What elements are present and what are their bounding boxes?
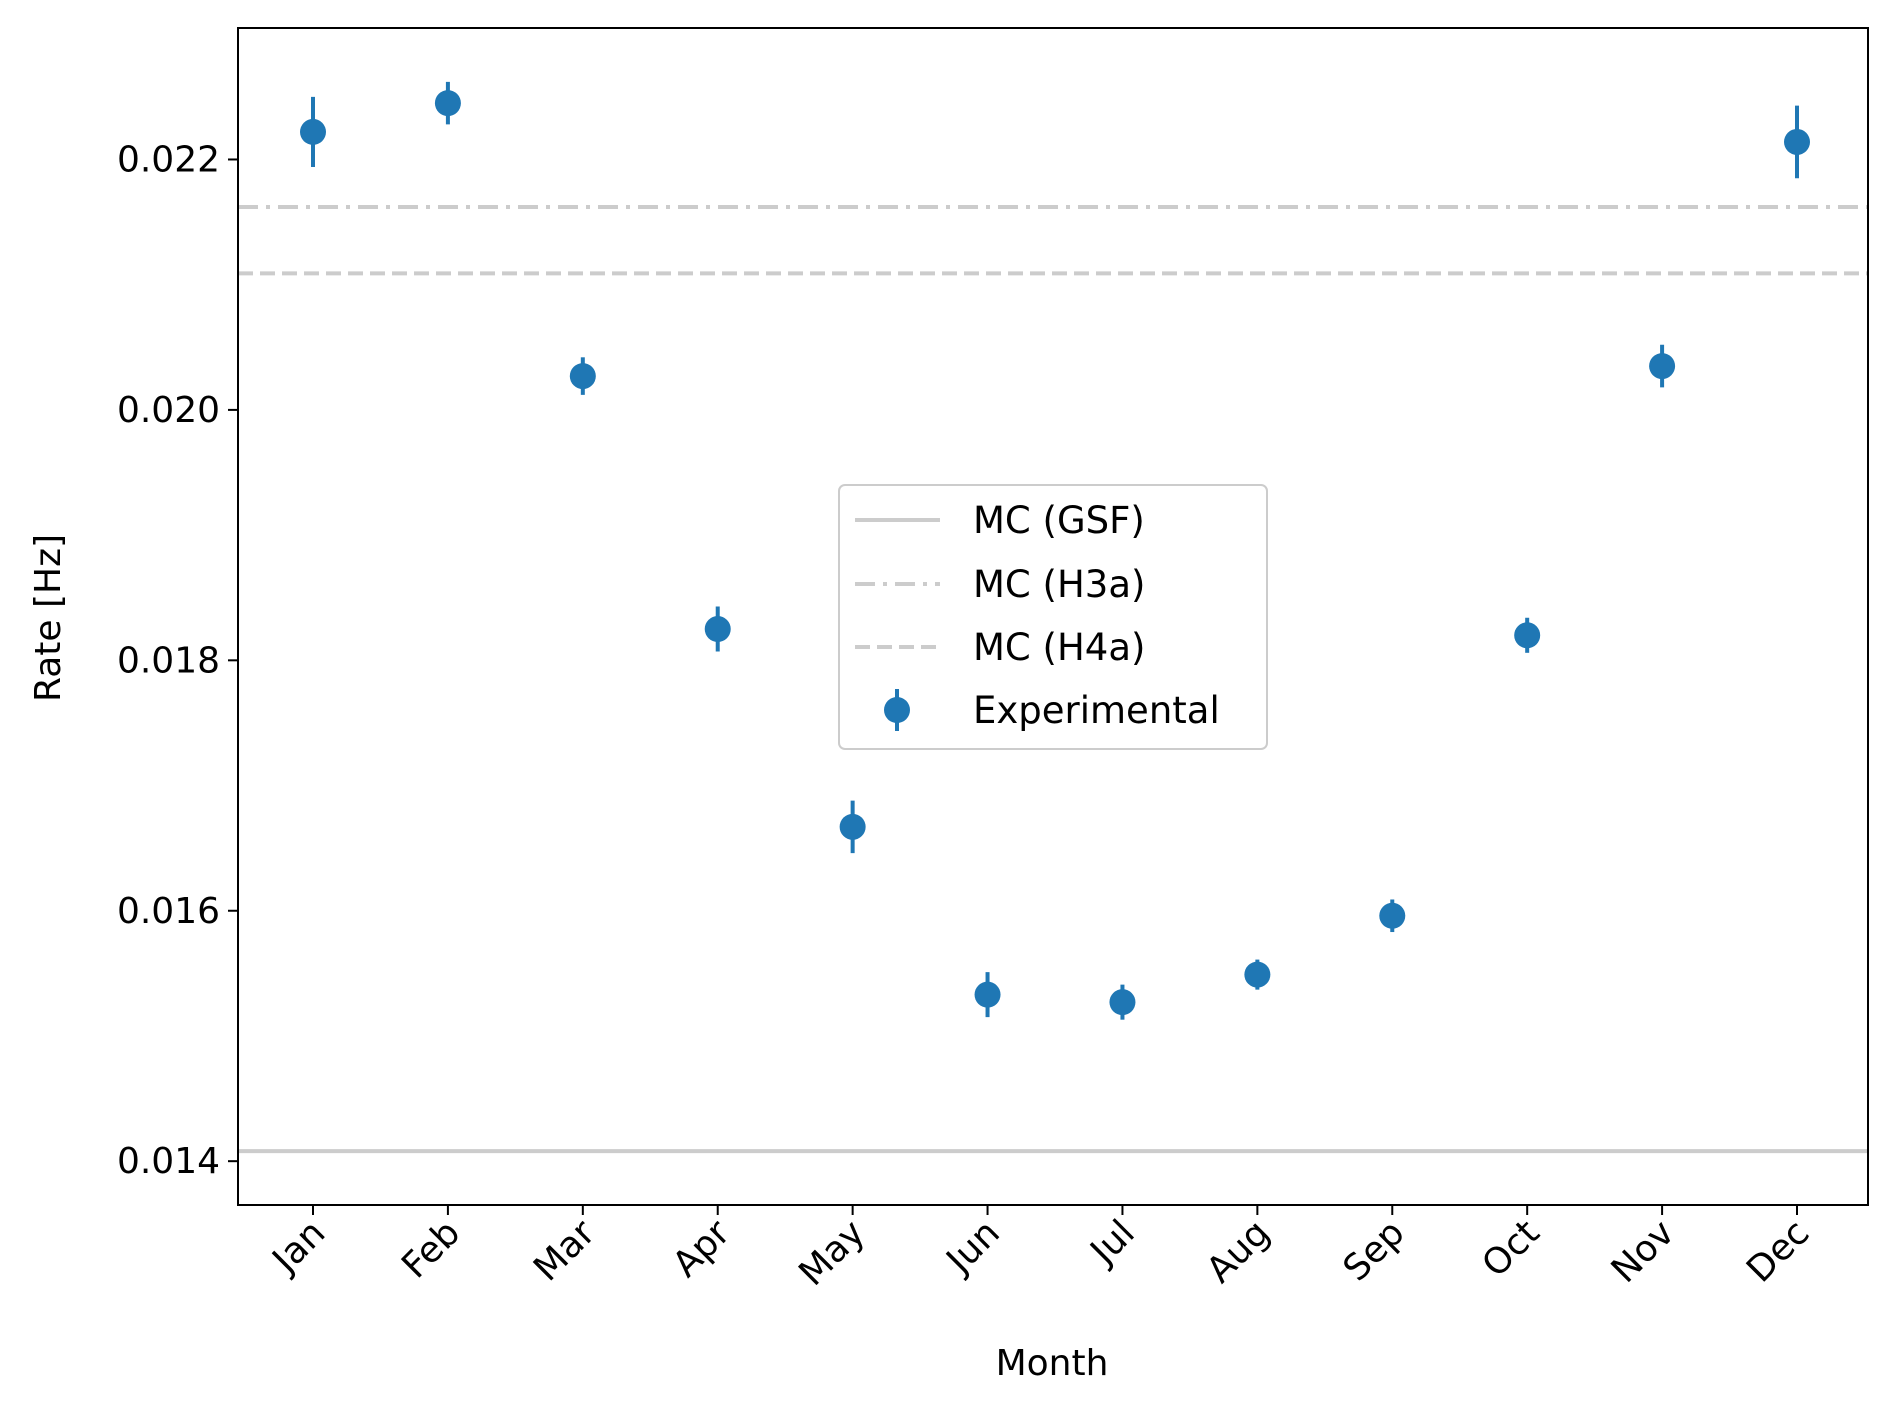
x-axis-label: Month [996, 1343, 1109, 1384]
legend: MC (GSF) MC (H3a) MC (H4a) Experimental [838, 484, 1268, 750]
plot-frame [237, 27, 1869, 1206]
legend-box [838, 484, 1268, 750]
reference-lines [238, 205, 1868, 1154]
data-point-feb [434, 90, 461, 117]
legend-label-mc-h3a: MC (H3a) [973, 563, 1145, 606]
data-points [300, 81, 1810, 1020]
y-tick-label: 0.020 [117, 390, 220, 431]
legend-label-mc-gsf: MC (GSF) [973, 499, 1145, 542]
data-point-apr [704, 616, 731, 643]
y-axis-label: Rate [Hz] [28, 534, 69, 702]
legend-swatch-experimental-marker [884, 697, 910, 723]
data-point-jan [300, 118, 326, 145]
data-point-dec [1784, 128, 1810, 155]
y-tick-label: 0.016 [117, 891, 220, 932]
data-point-mar [569, 363, 596, 390]
data-point-jul [1109, 989, 1136, 1016]
y-axis-ticks: 0.014 0.016 0.018 0.020 0.022 [117, 139, 238, 1182]
data-point-sep [1379, 902, 1406, 929]
data-point-oct [1514, 622, 1541, 649]
data-point-jun [974, 981, 1001, 1008]
data-point-aug [1244, 961, 1271, 988]
legend-label-experimental: Experimental [973, 689, 1220, 732]
data-point-nov [1649, 353, 1676, 380]
y-tick-label: 0.022 [117, 139, 220, 180]
data-point-may [839, 813, 866, 840]
y-tick-label: 0.014 [117, 1141, 220, 1182]
legend-label-mc-h4a: MC (H4a) [973, 626, 1145, 669]
y-tick-label: 0.018 [117, 640, 220, 681]
